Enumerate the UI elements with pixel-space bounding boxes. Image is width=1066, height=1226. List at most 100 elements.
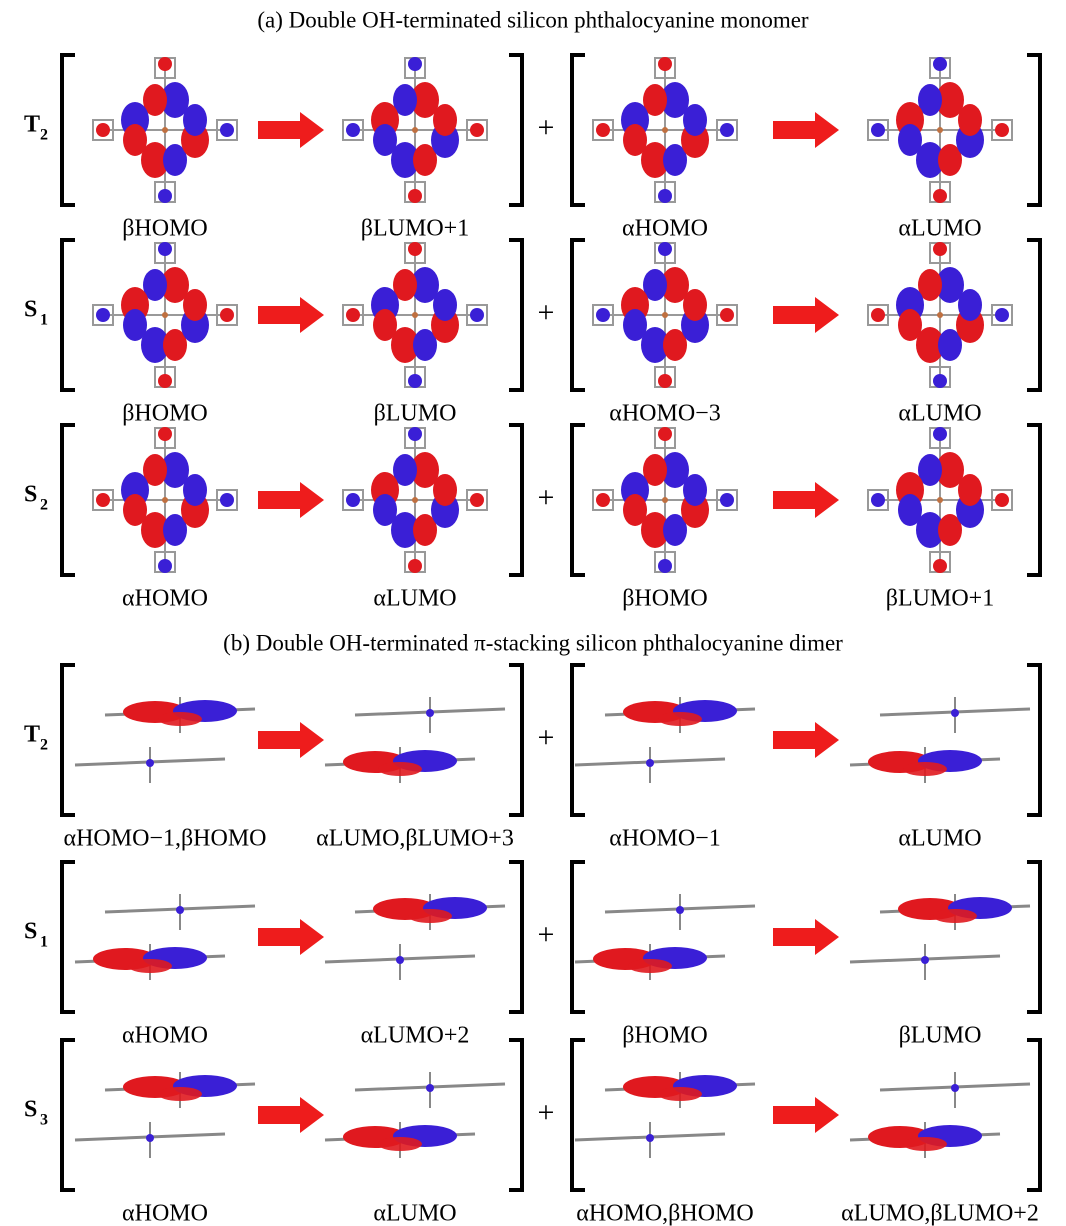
lobe: [346, 308, 360, 322]
bracket: [509, 862, 522, 1012]
atom: [921, 956, 929, 964]
arrow: [773, 1097, 839, 1133]
orbital-label: βLUMO+1: [886, 586, 994, 612]
lobe: [378, 1137, 422, 1151]
atom: [937, 127, 943, 133]
molecule: [75, 697, 255, 783]
orbital-label: αHOMO−1: [609, 826, 720, 852]
lobe: [628, 959, 672, 973]
bracket: [1027, 240, 1040, 390]
molecule: [75, 1072, 255, 1158]
lobe: [408, 559, 422, 573]
lobe: [470, 493, 484, 507]
lobe: [96, 123, 110, 137]
lobe: [933, 427, 947, 441]
bracket: [1027, 862, 1040, 1012]
arrow: [258, 722, 324, 758]
bracket: [62, 425, 75, 575]
plus: +: [538, 296, 555, 329]
orbital-label: αLUMO+2: [361, 1023, 470, 1049]
panel-title: (a) Double OH-terminated silicon phthalo…: [257, 7, 809, 32]
orbital-label: βLUMO+1: [361, 216, 469, 242]
atom: [412, 312, 418, 318]
lobe: [995, 308, 1009, 322]
molecule: [868, 427, 1012, 573]
lobe: [658, 559, 672, 573]
orbital-label: αLUMO: [898, 216, 981, 242]
panel-title: (b) Double OH-terminated π-stacking sili…: [223, 630, 843, 655]
lobe: [720, 493, 734, 507]
state-subscript: 1: [40, 934, 48, 951]
orbital-label: αHOMO−1,βHOMO: [64, 826, 267, 852]
arrow: [258, 297, 324, 333]
bracket: [509, 425, 522, 575]
orbital-label: βLUMO: [899, 1023, 982, 1049]
lobe: [408, 427, 422, 441]
molecule: [343, 57, 487, 203]
lobe: [720, 123, 734, 137]
molecule: [575, 1072, 755, 1158]
arrow: [773, 297, 839, 333]
lobe: [408, 909, 452, 923]
lobe: [683, 289, 707, 321]
atom: [937, 312, 943, 318]
orbital-label: αHOMO: [122, 1023, 208, 1049]
orbital-label: αLUMO: [898, 401, 981, 427]
bracket: [572, 665, 585, 815]
molecule: [325, 1072, 505, 1158]
state-label: S: [24, 919, 37, 945]
lobe: [408, 189, 422, 203]
orbital-label: βHOMO: [122, 401, 208, 427]
state-subscript: 2: [40, 127, 48, 144]
molecule: [93, 427, 237, 573]
lobe: [683, 104, 707, 136]
atom: [646, 759, 654, 767]
lobe: [933, 909, 977, 923]
bracket: [572, 1040, 585, 1190]
bracket: [572, 240, 585, 390]
bracket: [62, 55, 75, 205]
lobe: [658, 1087, 702, 1101]
molecule: [868, 57, 1012, 203]
lobe: [933, 57, 947, 71]
orbital-label: αHOMO: [122, 1201, 208, 1226]
lobe: [220, 308, 234, 322]
bracket: [1027, 425, 1040, 575]
lobe: [658, 189, 672, 203]
lobe: [433, 104, 457, 136]
state-label: T: [24, 112, 40, 138]
arrow: [773, 919, 839, 955]
lobe: [995, 123, 1009, 137]
bracket: [572, 862, 585, 1012]
lobe: [220, 123, 234, 137]
atom: [951, 1084, 959, 1092]
atom: [676, 906, 684, 914]
orbital-label: αLUMO: [373, 586, 456, 612]
lobe: [596, 493, 610, 507]
bracket: [62, 240, 75, 390]
molecule: [850, 697, 1030, 783]
bracket: [62, 862, 75, 1012]
lobe: [183, 104, 207, 136]
molecule: [575, 697, 755, 783]
orbital-label: αLUMO,βLUMO+3: [316, 826, 514, 852]
lobe: [898, 309, 922, 341]
lobe: [898, 494, 922, 526]
lobe: [995, 493, 1009, 507]
atom: [396, 956, 404, 964]
atom: [951, 709, 959, 717]
plus: +: [538, 918, 555, 951]
lobe: [123, 124, 147, 156]
atom: [162, 312, 168, 318]
arrow: [258, 112, 324, 148]
state-subscript: 3: [40, 1112, 48, 1129]
molecule: [850, 1072, 1030, 1158]
bracket: [509, 55, 522, 205]
orbital-label: βLUMO: [374, 401, 457, 427]
lobe: [658, 427, 672, 441]
figure: (a) Double OH-terminated silicon phthalo…: [0, 0, 1066, 1226]
bracket: [1027, 55, 1040, 205]
atom: [146, 759, 154, 767]
lobe: [470, 308, 484, 322]
lobe: [408, 57, 422, 71]
